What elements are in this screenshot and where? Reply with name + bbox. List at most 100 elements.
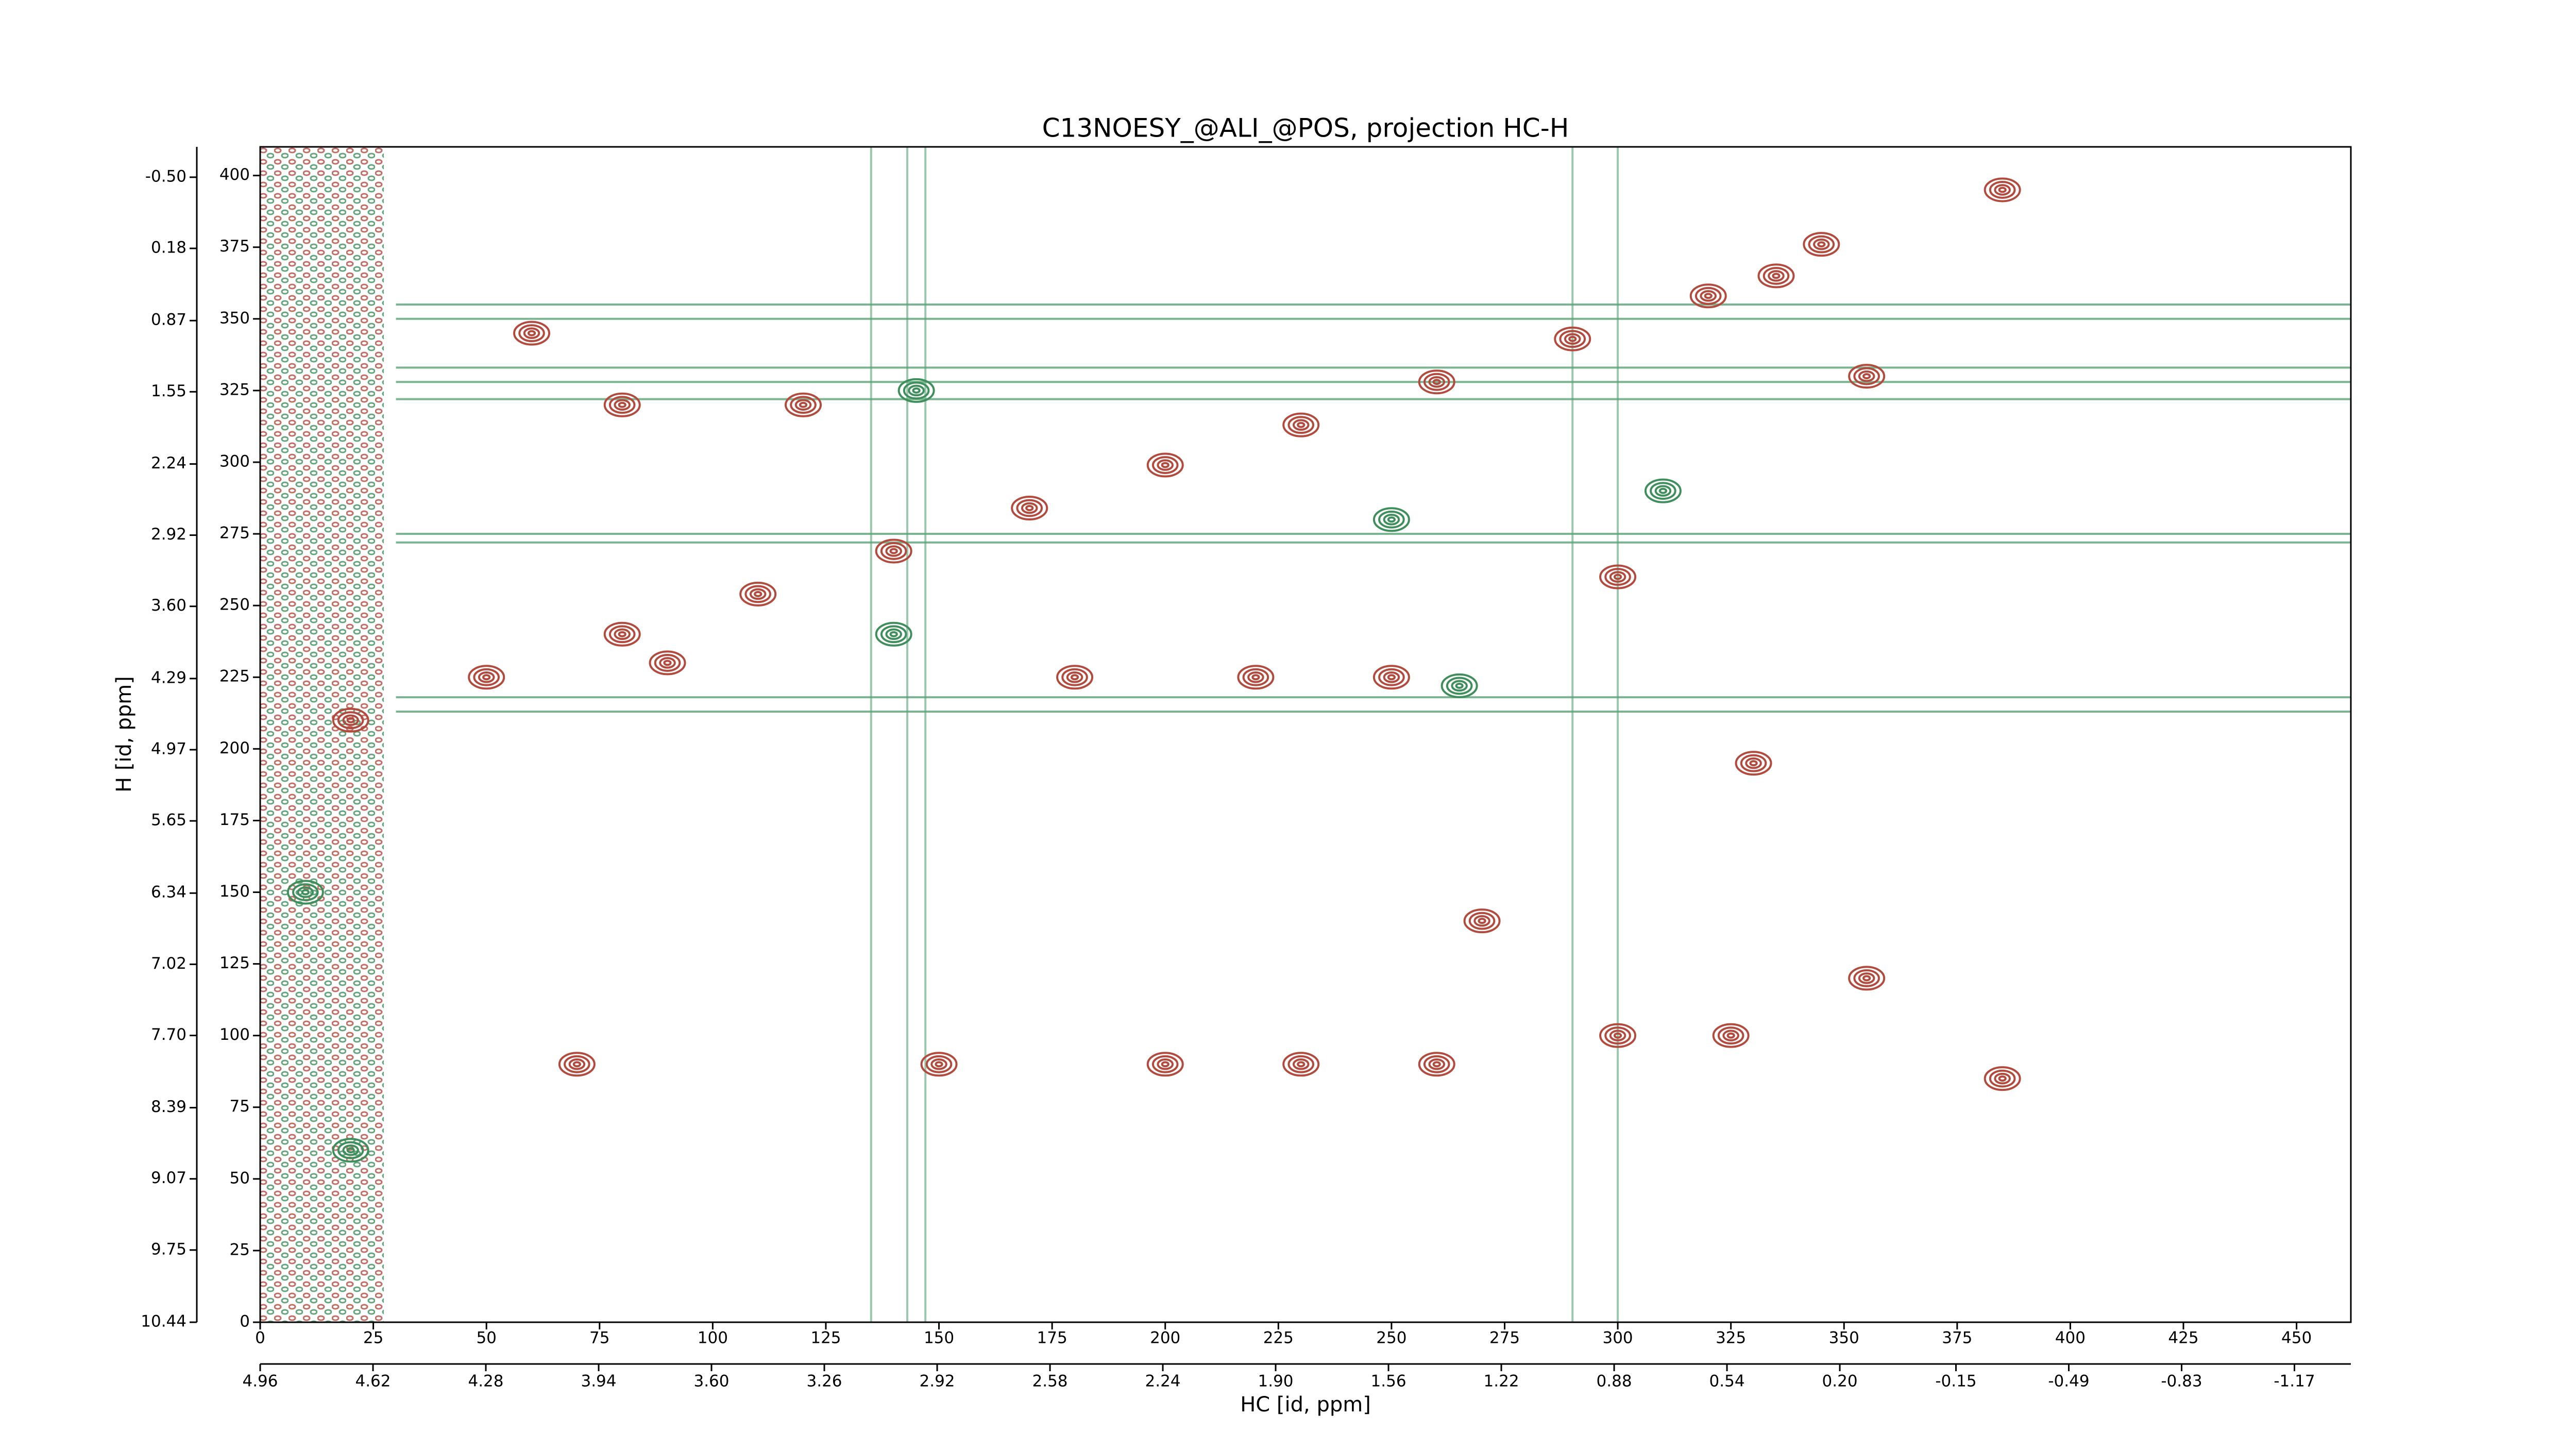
contour-ring bbox=[1423, 1055, 1450, 1073]
contour-ring bbox=[1757, 263, 1795, 289]
peak bbox=[1372, 507, 1410, 532]
y2-tick-label: 0.87 bbox=[151, 311, 187, 329]
peak bbox=[1146, 452, 1184, 478]
contour-ring bbox=[1853, 367, 1880, 385]
contour-ring bbox=[1745, 757, 1762, 769]
contour-ring bbox=[1297, 422, 1306, 428]
contour-ring bbox=[1157, 1058, 1174, 1070]
peak bbox=[468, 665, 505, 690]
y2-tick-label: 9.07 bbox=[151, 1169, 187, 1187]
contour-ring bbox=[912, 387, 921, 394]
contour-ring bbox=[1056, 665, 1094, 690]
noise-band bbox=[260, 147, 384, 1322]
y-tick-label: 225 bbox=[219, 667, 250, 686]
peak bbox=[1282, 412, 1320, 437]
y-tick-label: 50 bbox=[230, 1169, 250, 1187]
contour-ring bbox=[1061, 668, 1088, 686]
y2-tick-label: 2.92 bbox=[151, 525, 187, 544]
x-tick-label: 375 bbox=[1942, 1329, 1972, 1347]
contour-ring bbox=[1772, 273, 1781, 279]
y-tick-label: 0 bbox=[240, 1312, 250, 1331]
y2-tick-label: 3.60 bbox=[151, 596, 187, 615]
x2-tick-label: -0.83 bbox=[2161, 1372, 2202, 1391]
y-tick-label: 375 bbox=[219, 237, 250, 256]
contour-ring bbox=[1463, 908, 1501, 934]
y2-tick-label: 6.34 bbox=[151, 883, 187, 902]
contour-ring bbox=[663, 660, 672, 666]
contour-ring bbox=[1848, 966, 1886, 991]
contour-ring bbox=[1808, 235, 1835, 254]
y-tick-label: 350 bbox=[219, 309, 250, 327]
x-tick-label: 125 bbox=[810, 1329, 841, 1347]
contour-ring bbox=[908, 384, 925, 397]
peak bbox=[920, 1052, 958, 1077]
contour-ring bbox=[1378, 668, 1405, 686]
contour-ring bbox=[1383, 671, 1400, 683]
x2-tick-label: 0.88 bbox=[1597, 1372, 1632, 1391]
contour-ring bbox=[1418, 369, 1455, 395]
peak bbox=[897, 378, 935, 403]
contour-ring bbox=[1564, 333, 1581, 345]
x2-tick-label: 1.56 bbox=[1371, 1372, 1406, 1391]
y-axis-label: H [id, ppm] bbox=[112, 676, 136, 793]
x2-tick-label: 3.60 bbox=[693, 1372, 729, 1391]
contour-ring bbox=[889, 548, 898, 554]
contour-ring bbox=[1237, 665, 1275, 690]
peak bbox=[1463, 908, 1501, 934]
contour-ring bbox=[875, 621, 912, 647]
y-tick-label: 325 bbox=[219, 380, 250, 399]
peak bbox=[1237, 665, 1275, 690]
y2-tick-label: 10.44 bbox=[141, 1312, 187, 1331]
contour-ring bbox=[1378, 510, 1405, 529]
contour-ring bbox=[1151, 456, 1179, 474]
contour-ring bbox=[1599, 1023, 1637, 1048]
peak bbox=[1848, 966, 1886, 991]
x2-tick-label: 1.90 bbox=[1258, 1372, 1294, 1391]
contour-ring bbox=[1994, 184, 2011, 196]
contour-ring bbox=[1473, 915, 1490, 927]
x2-tick-label: -0.15 bbox=[1935, 1372, 1976, 1391]
contour-ring bbox=[1604, 568, 1631, 586]
x-tick-label: 25 bbox=[363, 1329, 383, 1347]
contour-ring bbox=[1161, 1061, 1170, 1068]
contour-ring bbox=[618, 401, 626, 408]
contour-ring bbox=[790, 396, 817, 414]
contour-ring bbox=[1735, 751, 1772, 776]
contour-ring bbox=[930, 1058, 947, 1070]
contour-ring bbox=[603, 621, 641, 647]
contour-ring bbox=[332, 1138, 369, 1163]
x2-tick-label: 3.26 bbox=[807, 1372, 842, 1391]
contour-ring bbox=[1568, 335, 1577, 342]
contour-ring bbox=[1021, 502, 1038, 514]
y2-tick-label: 4.29 bbox=[151, 668, 187, 687]
contour-ring bbox=[603, 392, 641, 417]
contour-ring bbox=[342, 1144, 359, 1156]
contour-ring bbox=[1146, 452, 1184, 478]
contour-ring bbox=[1722, 1030, 1739, 1041]
contour-ring bbox=[1468, 912, 1496, 930]
contour-ring bbox=[1292, 419, 1310, 431]
contour-ring bbox=[1157, 459, 1174, 471]
x-tick-label: 275 bbox=[1489, 1329, 1520, 1347]
contour-ring bbox=[558, 1052, 596, 1077]
contour-ring bbox=[297, 886, 314, 898]
contour-ring bbox=[1704, 293, 1713, 299]
contour-ring bbox=[342, 714, 359, 726]
x2-tick-label: -1.17 bbox=[2274, 1372, 2315, 1391]
contour-ring bbox=[744, 585, 771, 603]
contour-ring bbox=[1146, 1052, 1184, 1077]
x-tick-label: 75 bbox=[589, 1329, 609, 1347]
x2-tick-label: 4.28 bbox=[468, 1372, 503, 1391]
contour-ring bbox=[1644, 478, 1682, 503]
contour-ring bbox=[1383, 514, 1400, 526]
x-tick-label: 250 bbox=[1376, 1329, 1406, 1347]
contour-ring bbox=[1554, 326, 1591, 351]
contour-ring bbox=[346, 1147, 355, 1154]
peak bbox=[1011, 495, 1048, 520]
x-tick-label: 325 bbox=[1716, 1329, 1746, 1347]
contour-ring bbox=[1726, 1032, 1735, 1039]
contour-ring bbox=[880, 625, 907, 644]
contour-ring bbox=[1689, 283, 1727, 309]
plot-frame bbox=[259, 146, 2352, 1323]
peak bbox=[1757, 263, 1795, 289]
